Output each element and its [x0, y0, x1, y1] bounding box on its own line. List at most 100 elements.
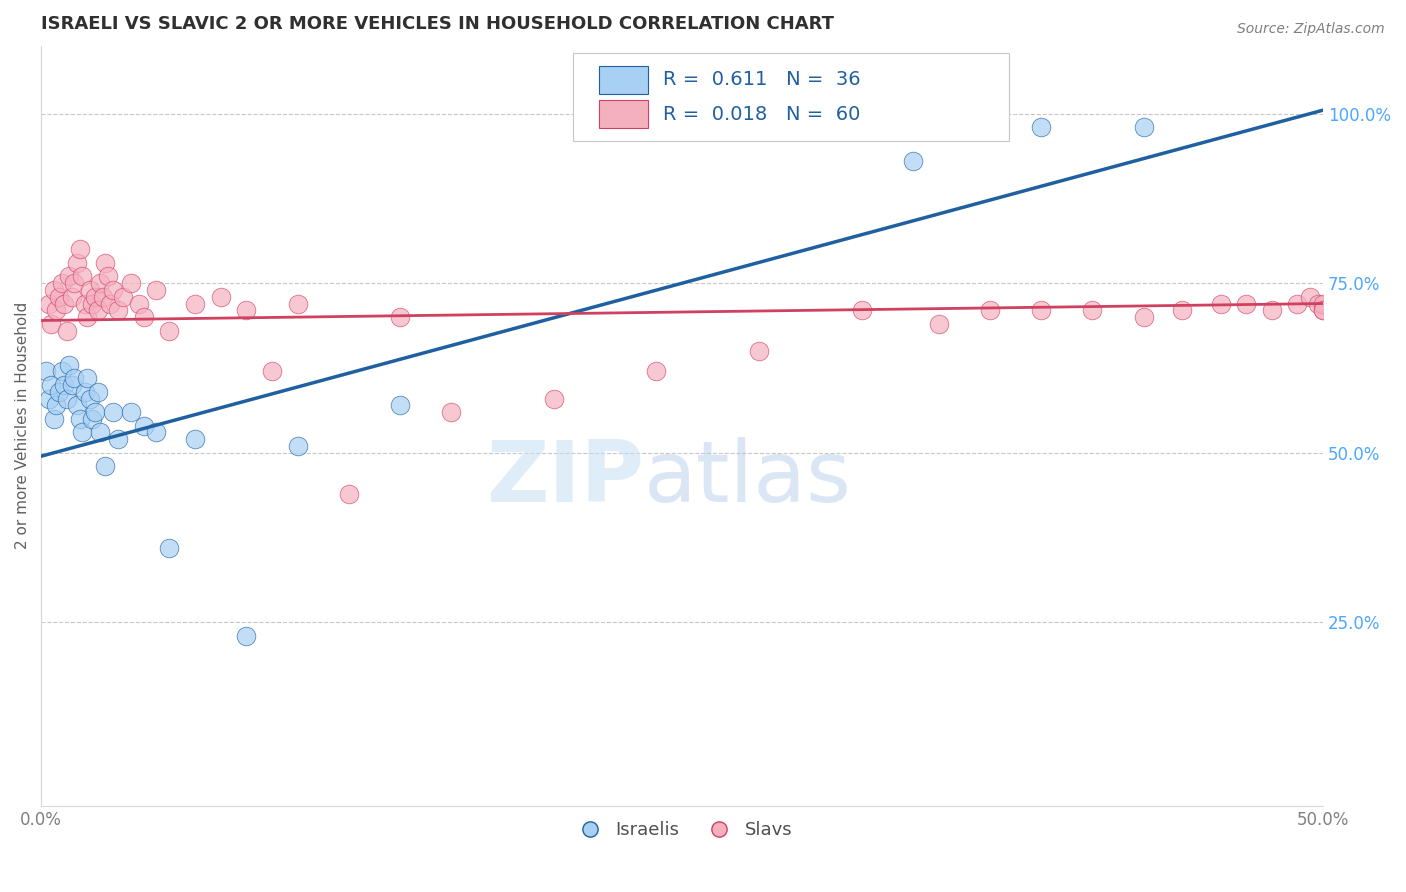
Point	[132, 310, 155, 325]
Point	[184, 296, 207, 310]
Point	[76, 310, 98, 325]
Point	[184, 432, 207, 446]
Point	[69, 412, 91, 426]
Point	[101, 405, 124, 419]
Text: R =  0.018   N =  60: R = 0.018 N = 60	[662, 104, 860, 124]
Point	[157, 541, 180, 555]
Point	[38, 296, 60, 310]
Text: R =  0.611   N =  36: R = 0.611 N = 36	[662, 70, 860, 89]
Point	[128, 296, 150, 310]
Point	[86, 384, 108, 399]
Point	[1081, 303, 1104, 318]
Point	[440, 405, 463, 419]
Point	[41, 378, 63, 392]
Point	[1312, 303, 1334, 318]
Point	[69, 242, 91, 256]
Point	[1312, 303, 1334, 318]
Point	[84, 405, 107, 419]
Point	[60, 378, 83, 392]
Point	[94, 459, 117, 474]
Point	[84, 290, 107, 304]
Point	[132, 418, 155, 433]
Point	[79, 392, 101, 406]
Point	[41, 317, 63, 331]
Text: atlas: atlas	[644, 437, 852, 520]
Point	[73, 296, 96, 310]
Point	[48, 290, 70, 304]
Point	[389, 398, 412, 412]
Point	[1132, 120, 1154, 134]
Point	[1029, 303, 1052, 318]
Point	[1209, 296, 1232, 310]
Point	[66, 398, 89, 412]
Point	[112, 290, 135, 304]
Point	[1299, 290, 1322, 304]
Point	[120, 405, 142, 419]
Point	[1171, 303, 1194, 318]
Point	[82, 296, 104, 310]
Text: Source: ZipAtlas.com: Source: ZipAtlas.com	[1237, 22, 1385, 37]
Point	[928, 317, 950, 331]
Point	[389, 310, 412, 325]
Point	[42, 283, 65, 297]
Point	[42, 412, 65, 426]
Point	[235, 303, 257, 318]
Point	[63, 276, 86, 290]
Point	[287, 439, 309, 453]
Point	[51, 276, 73, 290]
Point	[979, 303, 1001, 318]
Point	[55, 324, 77, 338]
Point	[645, 364, 668, 378]
Point	[63, 371, 86, 385]
Point	[901, 154, 924, 169]
Point	[209, 290, 232, 304]
Point	[851, 303, 873, 318]
Point	[79, 283, 101, 297]
Point	[543, 392, 565, 406]
Point	[58, 358, 80, 372]
Point	[97, 269, 120, 284]
Point	[86, 303, 108, 318]
Point	[98, 296, 121, 310]
Point	[287, 296, 309, 310]
Point	[70, 425, 93, 440]
Point	[1306, 296, 1329, 310]
Text: ZIP: ZIP	[486, 437, 644, 520]
Point	[1286, 296, 1309, 310]
Point	[107, 303, 129, 318]
Y-axis label: 2 or more Vehicles in Household: 2 or more Vehicles in Household	[15, 302, 30, 549]
Point	[66, 256, 89, 270]
FancyBboxPatch shape	[574, 54, 1010, 141]
Point	[38, 392, 60, 406]
Point	[55, 392, 77, 406]
Point	[89, 425, 111, 440]
Point	[145, 425, 167, 440]
Point	[35, 364, 58, 378]
Point	[73, 384, 96, 399]
Point	[60, 290, 83, 304]
Point	[1261, 303, 1284, 318]
Point	[748, 344, 770, 359]
Point	[1029, 120, 1052, 134]
Point	[120, 276, 142, 290]
Point	[91, 290, 114, 304]
Legend: Israelis, Slavs: Israelis, Slavs	[565, 814, 800, 847]
Point	[1132, 310, 1154, 325]
Point	[235, 629, 257, 643]
Text: ISRAELI VS SLAVIC 2 OR MORE VEHICLES IN HOUSEHOLD CORRELATION CHART: ISRAELI VS SLAVIC 2 OR MORE VEHICLES IN …	[41, 15, 834, 33]
Point	[45, 398, 67, 412]
Point	[1234, 296, 1257, 310]
Point	[53, 378, 76, 392]
FancyBboxPatch shape	[599, 66, 648, 94]
Point	[107, 432, 129, 446]
Point	[82, 412, 104, 426]
FancyBboxPatch shape	[599, 101, 648, 128]
Point	[94, 256, 117, 270]
Point	[45, 303, 67, 318]
Point	[157, 324, 180, 338]
Point	[70, 269, 93, 284]
Point	[48, 384, 70, 399]
Point	[76, 371, 98, 385]
Point	[1312, 296, 1334, 310]
Point	[101, 283, 124, 297]
